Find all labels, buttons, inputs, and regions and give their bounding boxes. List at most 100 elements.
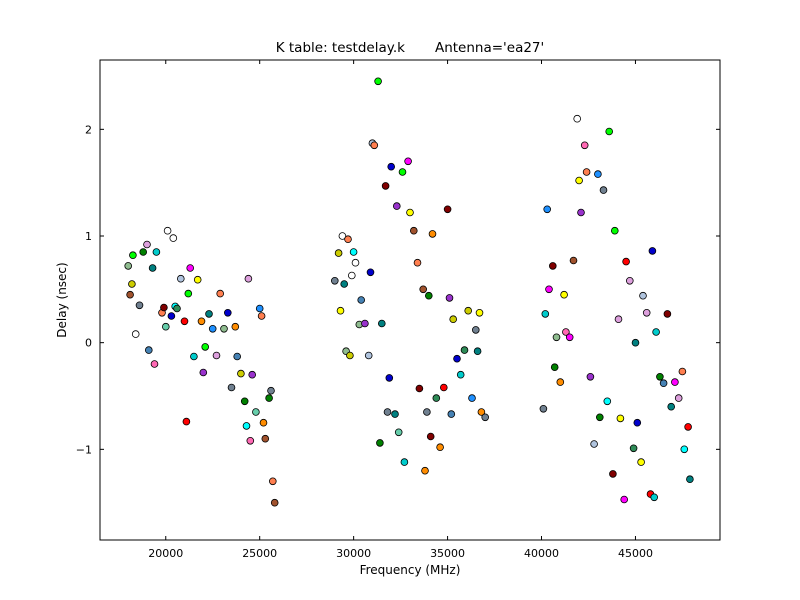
data-point xyxy=(242,422,251,430)
y-axis-label: Delay (nsec) xyxy=(55,262,69,337)
data-point xyxy=(432,394,441,402)
data-point xyxy=(674,394,683,402)
data-point xyxy=(406,208,414,217)
data-point xyxy=(374,77,382,86)
data-point xyxy=(169,234,178,242)
data-point xyxy=(603,397,612,406)
x-tick-label: 40000 xyxy=(524,547,559,560)
data-point xyxy=(686,475,694,484)
data-point xyxy=(652,328,660,336)
data-point xyxy=(237,369,245,378)
data-point xyxy=(383,408,392,416)
data-point xyxy=(447,410,456,418)
data-point xyxy=(460,346,469,354)
data-point xyxy=(124,262,132,270)
data-point xyxy=(201,343,210,351)
data-point xyxy=(594,170,602,178)
data-point xyxy=(667,402,675,411)
data-point xyxy=(216,289,225,298)
data-point xyxy=(473,347,482,356)
data-point xyxy=(453,354,461,363)
data-point xyxy=(162,322,170,331)
data-point xyxy=(131,330,140,338)
data-point xyxy=(539,404,548,413)
data-point xyxy=(565,333,574,342)
data-point xyxy=(208,324,217,333)
data-points xyxy=(124,77,694,507)
data-point xyxy=(573,114,581,123)
data-point xyxy=(631,338,640,347)
data-point xyxy=(361,319,369,328)
data-point xyxy=(340,280,349,288)
data-point xyxy=(637,458,645,466)
data-point xyxy=(684,423,692,431)
data-point xyxy=(199,368,208,377)
data-point xyxy=(252,408,260,416)
data-point xyxy=(197,317,206,326)
data-point xyxy=(639,291,647,300)
data-point xyxy=(351,258,360,267)
x-tick-label: 30000 xyxy=(336,547,371,560)
data-point xyxy=(387,162,396,171)
data-point xyxy=(370,141,379,150)
x-tick-label: 25000 xyxy=(242,547,277,560)
data-point xyxy=(552,333,561,342)
data-point xyxy=(421,466,429,475)
data-point xyxy=(443,205,452,214)
data-point xyxy=(220,324,228,333)
data-point xyxy=(392,202,401,210)
data-point xyxy=(556,378,565,386)
data-point xyxy=(381,182,390,190)
data-point xyxy=(449,315,458,324)
data-point xyxy=(419,285,428,294)
data-point xyxy=(336,306,345,315)
data-point xyxy=(481,413,490,422)
data-point xyxy=(265,394,273,402)
data-point xyxy=(400,458,409,466)
data-point xyxy=(344,235,352,244)
data-point xyxy=(614,315,623,324)
data-point xyxy=(545,285,553,294)
data-point xyxy=(224,308,232,317)
data-point xyxy=(244,274,253,283)
data-point xyxy=(139,248,148,256)
data-point xyxy=(605,127,613,136)
data-point xyxy=(456,370,465,379)
data-point xyxy=(212,351,221,360)
data-point xyxy=(330,276,339,285)
data-point xyxy=(376,439,384,447)
data-point xyxy=(413,258,422,267)
data-point xyxy=(163,226,172,235)
y-axis-ticks: −1 0 1 2 xyxy=(76,123,720,456)
data-point xyxy=(409,226,418,235)
data-point xyxy=(257,312,266,320)
data-point xyxy=(150,360,159,368)
data-point xyxy=(650,493,658,502)
data-point xyxy=(338,232,347,240)
data-point xyxy=(562,328,570,336)
data-point xyxy=(261,434,270,443)
data-point xyxy=(678,367,687,376)
data-point xyxy=(268,477,277,486)
data-point xyxy=(439,383,448,392)
data-point xyxy=(349,248,358,256)
data-point xyxy=(128,280,136,288)
data-point xyxy=(377,319,386,328)
data-point xyxy=(680,445,689,454)
data-point xyxy=(398,168,407,176)
y-tick-label: −1 xyxy=(76,443,92,456)
data-point xyxy=(231,322,240,331)
data-point xyxy=(180,317,189,326)
data-point xyxy=(582,168,591,176)
data-point xyxy=(625,276,634,285)
data-point xyxy=(656,372,664,381)
data-point xyxy=(475,308,484,317)
x-axis-ticks: 20000 25000 30000 35000 40000 45000 xyxy=(148,60,653,560)
data-point xyxy=(357,296,366,304)
data-point xyxy=(471,326,480,334)
data-point xyxy=(255,304,264,313)
data-point xyxy=(580,141,589,150)
data-point xyxy=(620,495,628,504)
data-point xyxy=(186,264,195,272)
data-point xyxy=(424,291,433,300)
